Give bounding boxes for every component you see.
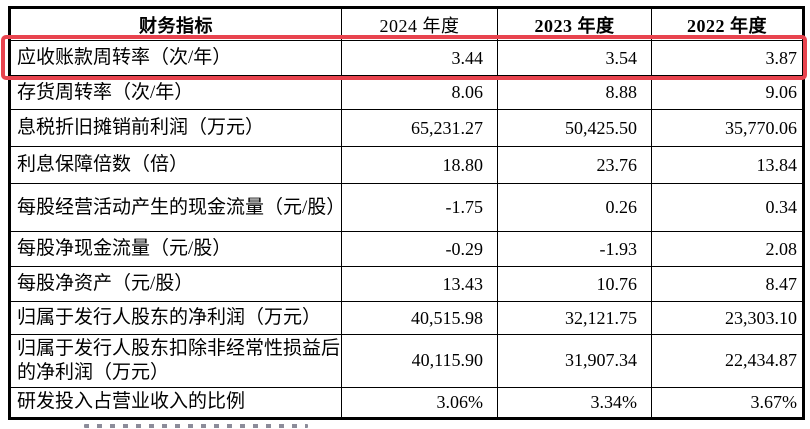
row-value-2022: 8.47 <box>651 266 804 302</box>
row-value-2023: 50,425.50 <box>497 109 652 147</box>
row-value-2024: 8.06 <box>341 75 498 110</box>
row-value-2023: 3.34% <box>497 386 652 419</box>
row-value-2023: 8.88 <box>497 75 652 110</box>
header-year-2024: 2024 年度 <box>341 7 498 41</box>
table-row: 每股净资产（元/股） 13.43 10.76 8.47 <box>9 266 804 302</box>
row-value-2022: 2.08 <box>651 231 804 267</box>
row-value-2024: 3.06% <box>341 386 498 419</box>
row-value-2022: 22,434.87 <box>651 334 804 388</box>
row-value-2023: -1.93 <box>497 231 652 267</box>
row-value-2023: 31,907.34 <box>497 334 652 388</box>
financial-indicators-table: 财务指标 2024 年度 2023 年度 2022 年度 应收账款周转率（次/年… <box>8 6 805 420</box>
row-value-2023: 23.76 <box>497 146 652 184</box>
row-value-2022: 35,770.06 <box>651 109 804 147</box>
row-value-2022: 3.67% <box>651 386 804 419</box>
row-label: 应收账款周转率（次/年） <box>9 40 342 76</box>
table-row: 每股经营活动产生的现金流量（元/股） -1.75 0.26 0.34 <box>9 183 804 232</box>
row-value-2022: 0.34 <box>651 183 804 232</box>
row-label: 研发投入占营业收入的比例 <box>9 386 342 419</box>
table-row: 存货周转率（次/年） 8.06 8.88 9.06 <box>9 75 804 110</box>
header-year-2022: 2022 年度 <box>651 7 804 41</box>
row-value-2024: 40,115.90 <box>341 334 498 388</box>
row-label: 息税折旧摊销前利润（万元） <box>9 109 342 147</box>
table-row: 应收账款周转率（次/年） 3.44 3.54 3.87 <box>9 40 804 76</box>
table-header-row: 财务指标 2024 年度 2023 年度 2022 年度 <box>9 7 804 41</box>
row-label: 每股经营活动产生的现金流量（元/股） <box>9 183 342 232</box>
row-value-2023: 10.76 <box>497 266 652 302</box>
header-indicator: 财务指标 <box>9 7 342 41</box>
row-value-2024: 40,515.98 <box>341 301 498 335</box>
row-label: 存货周转率（次/年） <box>9 75 342 110</box>
row-value-2024: 65,231.27 <box>341 109 498 147</box>
row-label: 每股净资产（元/股） <box>9 266 342 302</box>
clipped-text-fragment <box>84 424 308 428</box>
header-year-2023: 2023 年度 <box>497 7 652 41</box>
table-row: 息税折旧摊销前利润（万元） 65,231.27 50,425.50 35,770… <box>9 109 804 147</box>
table-row: 研发投入占营业收入的比例 3.06% 3.34% 3.67% <box>9 386 804 419</box>
row-value-2022: 23,303.10 <box>651 301 804 335</box>
row-value-2022: 3.87 <box>651 40 804 76</box>
table-row: 归属于发行人股东扣除非经常性损益后的净利润（万元） 40,115.90 31,9… <box>9 334 804 388</box>
row-value-2023: 32,121.75 <box>497 301 652 335</box>
row-value-2024: 3.44 <box>341 40 498 76</box>
row-value-2022: 13.84 <box>651 146 804 184</box>
row-label: 归属于发行人股东扣除非经常性损益后的净利润（万元） <box>9 334 342 388</box>
row-value-2023: 3.54 <box>497 40 652 76</box>
table-row: 利息保障倍数（倍） 18.80 23.76 13.84 <box>9 146 804 184</box>
row-value-2024: -0.29 <box>341 231 498 267</box>
row-value-2024: 18.80 <box>341 146 498 184</box>
table-row: 归属于发行人股东的净利润（万元） 40,515.98 32,121.75 23,… <box>9 301 804 335</box>
row-value-2022: 9.06 <box>651 75 804 110</box>
row-label: 利息保障倍数（倍） <box>9 146 342 184</box>
row-value-2023: 0.26 <box>497 183 652 232</box>
row-label: 每股净现金流量（元/股） <box>9 231 342 267</box>
row-label: 归属于发行人股东的净利润（万元） <box>9 301 342 335</box>
table-row: 每股净现金流量（元/股） -0.29 -1.93 2.08 <box>9 231 804 267</box>
row-value-2024: 13.43 <box>341 266 498 302</box>
row-value-2024: -1.75 <box>341 183 498 232</box>
